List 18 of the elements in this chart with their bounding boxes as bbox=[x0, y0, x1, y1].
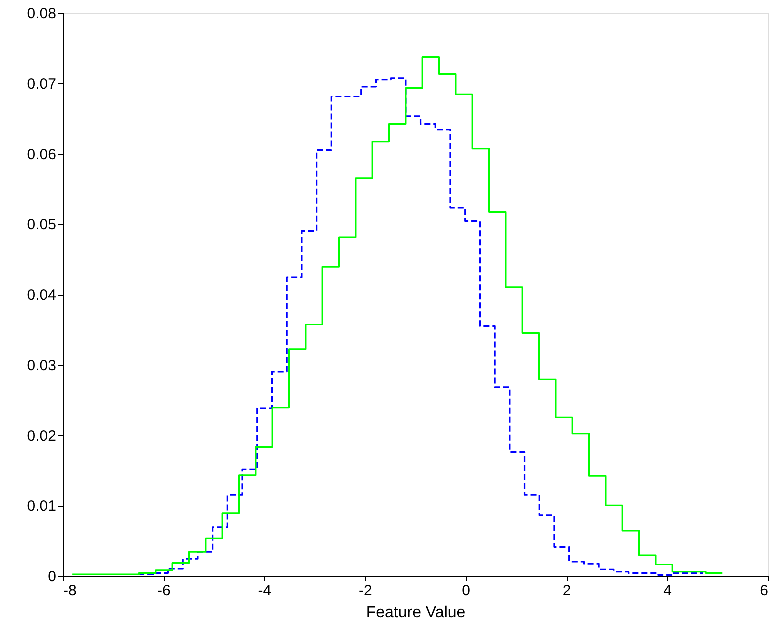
y-tick-label: 0.07 bbox=[27, 76, 56, 93]
y-tick-label: 0.06 bbox=[27, 146, 56, 164]
x-tick-label: -2 bbox=[358, 582, 372, 600]
y-tick-label: 0.01 bbox=[27, 498, 56, 516]
y-tick-label: 0.04 bbox=[27, 287, 56, 304]
y-tick-label: 0.05 bbox=[27, 216, 56, 234]
y-tick-label: 0.08 bbox=[27, 6, 56, 22]
x-tick-label: 6 bbox=[760, 582, 768, 600]
x-tick-label: -6 bbox=[158, 582, 171, 600]
x-tick-label: 4 bbox=[664, 582, 672, 600]
y-tick-label: 0 bbox=[48, 568, 56, 586]
x-tick-label: 0 bbox=[462, 582, 471, 600]
y-tick-label: 0.02 bbox=[27, 428, 56, 445]
x-axis-title: Feature Value bbox=[366, 604, 466, 622]
y-tick-label: 0.03 bbox=[27, 357, 56, 374]
x-tick-label: -8 bbox=[64, 582, 77, 600]
x-tick-label: -4 bbox=[258, 582, 272, 600]
x-tick-label: 2 bbox=[562, 582, 572, 600]
